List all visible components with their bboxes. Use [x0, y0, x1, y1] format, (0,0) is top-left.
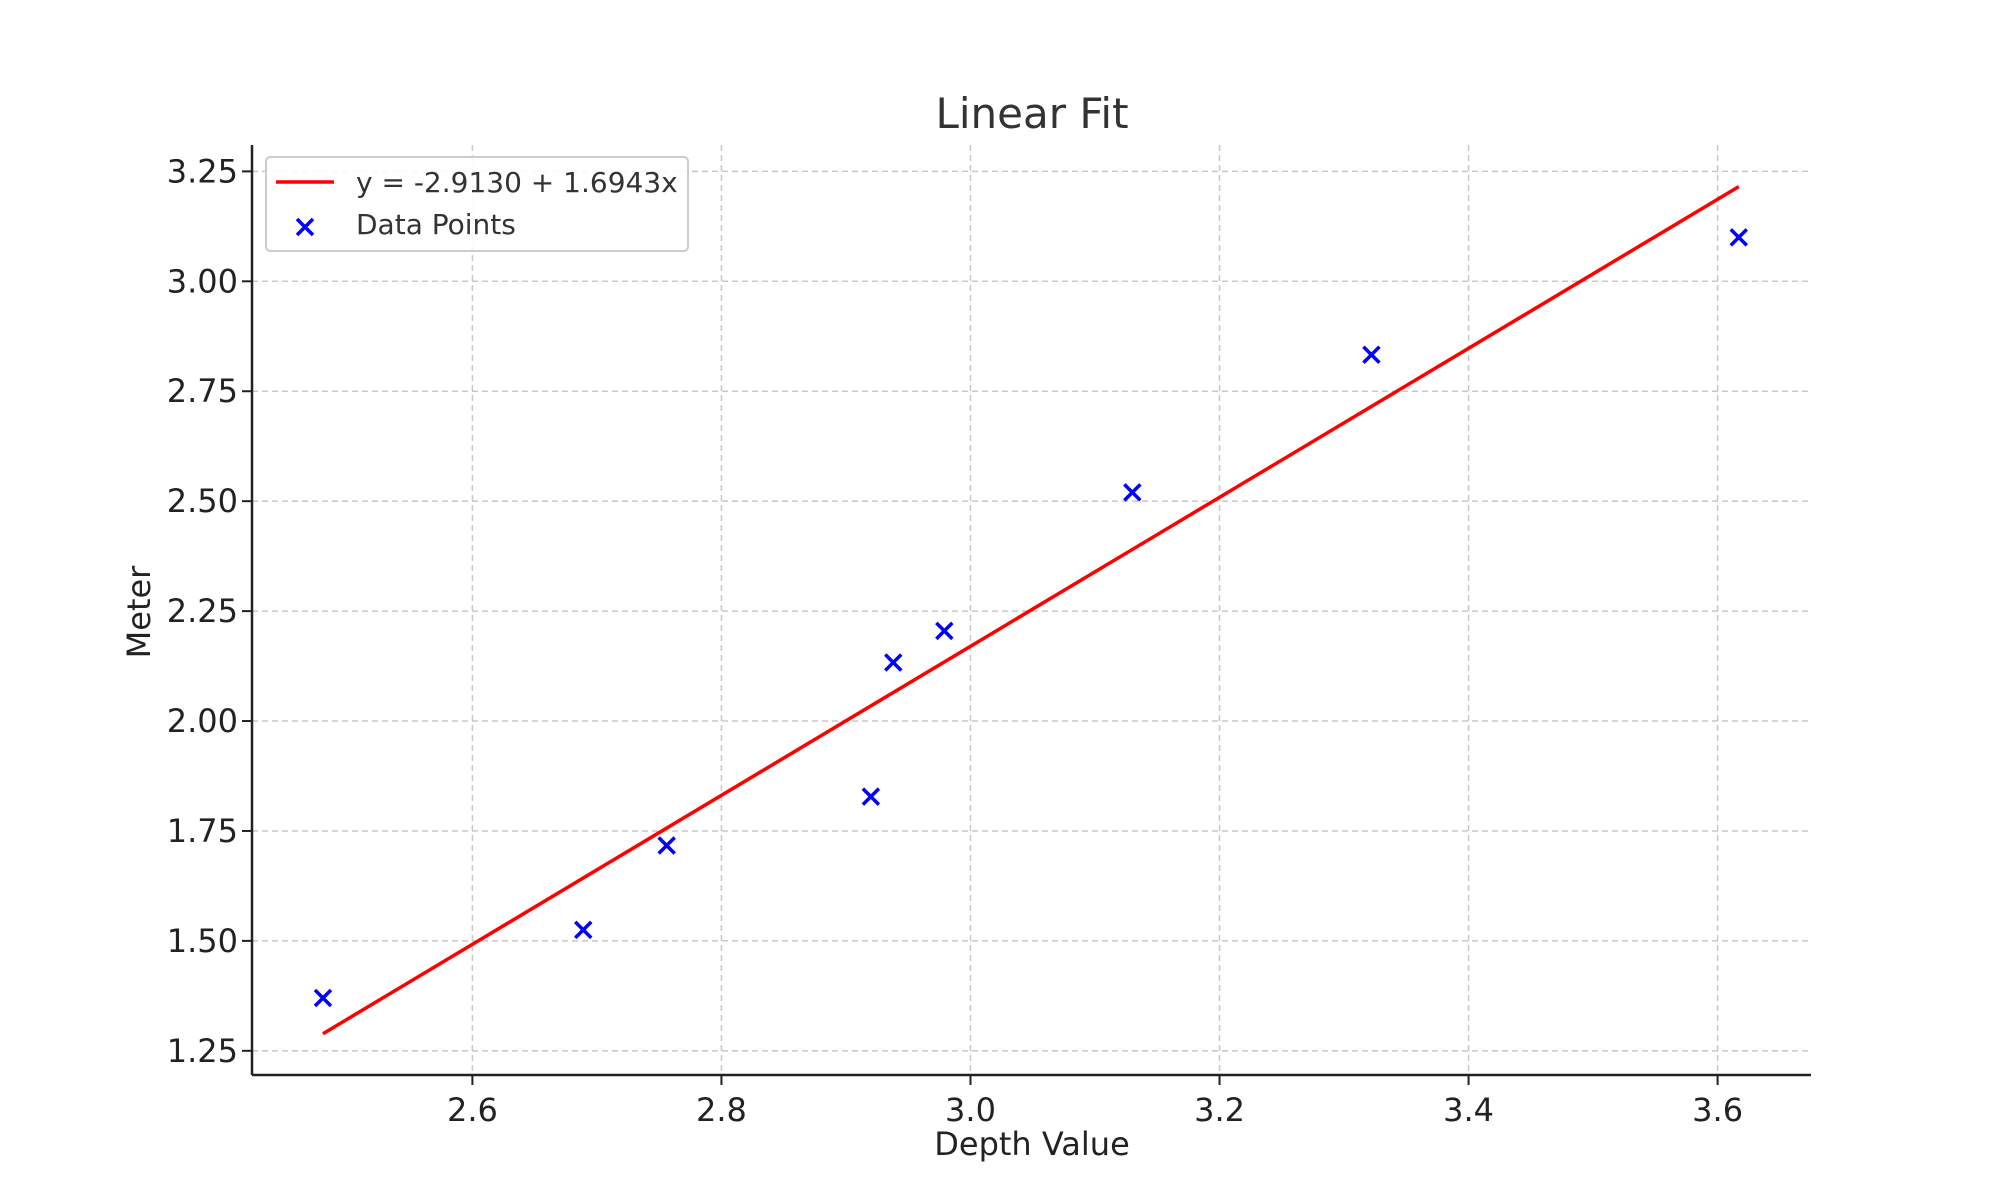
y-tick-label: 1.25 [167, 1032, 238, 1070]
y-tick-label: 2.25 [167, 592, 238, 630]
fit-line-layer [322, 185, 1740, 1036]
legend-x-marker-icon [295, 217, 315, 237]
data-point-stroke [884, 653, 903, 672]
data-point-marker [1123, 483, 1142, 502]
data-point-marker [313, 988, 333, 1008]
x-tick-label: 3.6 [1692, 1091, 1743, 1129]
chart-title: Linear Fit [935, 89, 1128, 138]
data-point-marker [657, 836, 676, 855]
x-tick-label: 2.8 [696, 1091, 747, 1129]
legend-fit-line-label: y = -2.9130 + 1.6943x [356, 166, 678, 199]
chart-legend: y = -2.9130 + 1.6943x Data Points [265, 156, 689, 252]
data-point-layer [313, 228, 1749, 1008]
data-point-stroke [1729, 228, 1749, 247]
y-tick-label: 1.75 [167, 812, 238, 850]
x-tick-label: 2.6 [447, 1091, 498, 1129]
data-point-stroke [573, 920, 593, 940]
x-tick-label: 3.4 [1443, 1091, 1494, 1129]
grid-lines [252, 145, 1811, 1075]
data-point-stroke [861, 787, 881, 806]
data-point-marker [1729, 228, 1749, 247]
legend-data-points-label: Data Points [356, 208, 516, 241]
x-tick-label: 3.0 [945, 1091, 996, 1129]
data-point-stroke [313, 988, 333, 1008]
data-point-stroke [657, 836, 676, 855]
legend-box [265, 156, 689, 252]
y-tick-label: 3.25 [167, 152, 238, 190]
data-point-stroke [1123, 483, 1142, 502]
x-axis-ticks: 2.6 2.8 3.0 3.2 3.4 3.6 [447, 1075, 1743, 1129]
data-point-marker [935, 621, 954, 641]
data-point-marker [1362, 345, 1381, 364]
y-tick-label: 2.00 [167, 702, 238, 740]
x-tick-label: 3.2 [1194, 1091, 1245, 1129]
y-axis-label: Meter [120, 565, 158, 659]
data-point-stroke [1362, 345, 1381, 364]
fit-line [322, 185, 1740, 1036]
data-point-marker [861, 787, 881, 806]
y-tick-label: 2.75 [167, 372, 238, 410]
axes [250, 145, 1811, 1077]
y-tick-label: 3.00 [167, 262, 238, 300]
y-axis-ticks: 1.25 1.50 1.75 2.00 2.25 2.50 2.75 3.00 3.25 [167, 152, 252, 1070]
data-point-marker [573, 920, 593, 940]
y-tick-label: 2.50 [167, 482, 238, 520]
data-point-stroke [935, 621, 954, 641]
y-tick-label: 1.50 [167, 922, 238, 960]
data-point-marker [884, 653, 903, 672]
legend-marker-stroke [295, 217, 315, 237]
x-axis-label: Depth Value [934, 1125, 1130, 1163]
